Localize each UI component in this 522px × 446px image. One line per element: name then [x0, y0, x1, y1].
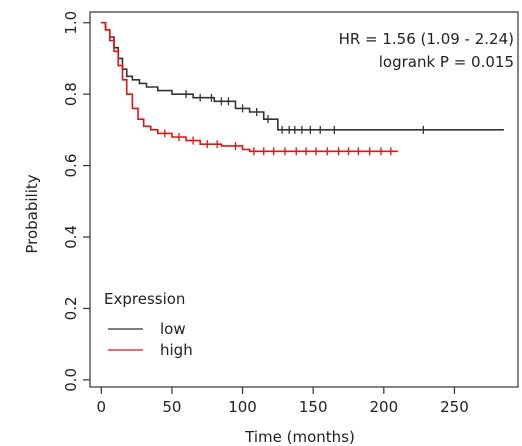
y-axis-title: Probability	[23, 174, 41, 253]
y-tick-label-0.2: 0.2	[62, 296, 80, 320]
x-axis-title: Time (months)	[244, 428, 355, 446]
legend-label-high: high	[160, 341, 193, 359]
logrank-annotation: logrank P = 0.015	[379, 53, 514, 71]
plot-frame	[89, 11, 519, 388]
legend: Expression low high	[104, 290, 193, 359]
hazard-ratio-annotation: HR = 1.56 (1.09 - 2.24)	[339, 30, 514, 48]
survival-curves	[101, 21, 504, 156]
x-tick-label-200: 200	[369, 398, 398, 416]
km-curve-high	[101, 21, 398, 153]
x-tick-label-100: 100	[228, 398, 257, 416]
x-tick-label-250: 250	[440, 398, 469, 416]
x-tick-label-0: 0	[97, 398, 107, 416]
legend-title: Expression	[104, 290, 185, 308]
x-tick-label-50: 50	[162, 398, 181, 416]
legend-label-low: low	[160, 320, 186, 338]
axes: 0 50 100 150 200 250 0.0 0.2 0.4 0.6 0.8 1.0	[62, 11, 469, 416]
x-tick-label-150: 150	[299, 398, 328, 416]
y-tick-label-0.0: 0.0	[62, 368, 80, 392]
y-tick-label-0.4: 0.4	[62, 225, 80, 249]
y-tick-label-0.8: 0.8	[62, 82, 80, 106]
y-tick-label-0.6: 0.6	[62, 154, 80, 178]
y-tick-label-1.0: 1.0	[62, 11, 80, 35]
